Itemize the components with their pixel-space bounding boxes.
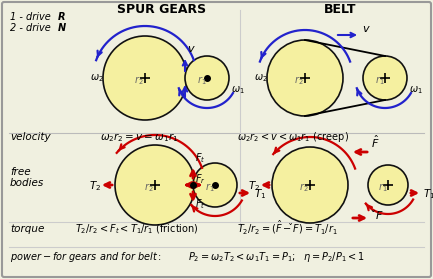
Circle shape (363, 56, 407, 100)
Text: torque: torque (10, 224, 44, 234)
Text: $F_t$: $F_t$ (195, 151, 206, 165)
Text: $T_1$: $T_1$ (254, 187, 266, 201)
Text: $T_2$: $T_2$ (248, 179, 260, 193)
Text: $\omega_2$: $\omega_2$ (254, 72, 268, 84)
Text: $r_1$: $r_1$ (378, 182, 388, 194)
Text: $\omega_2 r_2 < v < \omega_1 r_1$ (creep): $\omega_2 r_2 < v < \omega_1 r_1$ (creep… (237, 130, 349, 144)
Text: R: R (58, 12, 65, 22)
Text: v: v (187, 44, 194, 54)
Text: $\omega_1$: $\omega_1$ (231, 84, 245, 96)
Text: $r_2$: $r_2$ (134, 74, 144, 87)
Text: N: N (58, 23, 66, 33)
Text: $\hat{F}$: $\hat{F}$ (371, 134, 380, 150)
Text: $T_2/r_2 = (\hat{F}-\check{F}) = T_1/r_1$: $T_2/r_2 = (\hat{F}-\check{F}) = T_1/r_1… (237, 218, 338, 236)
Text: $T_1$: $T_1$ (423, 187, 433, 201)
Text: $T_2/r_2 < F_t < T_1/r_1$ (friction): $T_2/r_2 < F_t < T_1/r_1$ (friction) (75, 222, 199, 236)
Text: $F_r$: $F_r$ (195, 172, 206, 186)
Text: $\check{F}$: $\check{F}$ (371, 208, 384, 221)
Circle shape (193, 163, 237, 207)
Text: $r_2$: $r_2$ (294, 74, 304, 87)
Text: $r_1$: $r_1$ (375, 74, 385, 87)
Circle shape (272, 147, 348, 223)
Text: SPUR GEARS: SPUR GEARS (117, 3, 207, 16)
Text: bodies: bodies (10, 178, 44, 188)
Text: $\omega_2 r_2 = v = \omega_1 r_1$: $\omega_2 r_2 = v = \omega_1 r_1$ (100, 131, 178, 144)
Circle shape (103, 36, 187, 120)
Text: free: free (10, 167, 31, 177)
Circle shape (185, 56, 229, 100)
Text: $\omega_1$: $\omega_1$ (409, 84, 423, 96)
Circle shape (267, 40, 343, 116)
Text: 1 - drive: 1 - drive (10, 12, 51, 22)
Text: $r_2$: $r_2$ (299, 182, 309, 194)
Text: velocity: velocity (10, 132, 51, 142)
Text: $P_2 = \omega_2 T_2 < \omega_1 T_1 = P_1;\ \ \eta = P_2/P_1 < 1$: $P_2 = \omega_2 T_2 < \omega_1 T_1 = P_1… (188, 250, 365, 264)
Text: BELT: BELT (324, 3, 356, 16)
Text: $r_1$: $r_1$ (197, 74, 207, 87)
Text: $F_t$: $F_t$ (195, 197, 206, 211)
Circle shape (115, 145, 195, 225)
FancyBboxPatch shape (2, 2, 431, 277)
Text: v: v (362, 24, 368, 34)
Text: $\omega_2$: $\omega_2$ (90, 72, 104, 84)
Text: 2 - drive: 2 - drive (10, 23, 51, 33)
Text: $r_2$: $r_2$ (144, 182, 154, 194)
Text: $\mathit{power - for\ gears\ and\ for\ belt:}$: $\mathit{power - for\ gears\ and\ for\ b… (10, 250, 162, 264)
Circle shape (368, 165, 408, 205)
Text: $r_1$: $r_1$ (205, 182, 215, 194)
Text: $T_2$: $T_2$ (89, 179, 101, 193)
